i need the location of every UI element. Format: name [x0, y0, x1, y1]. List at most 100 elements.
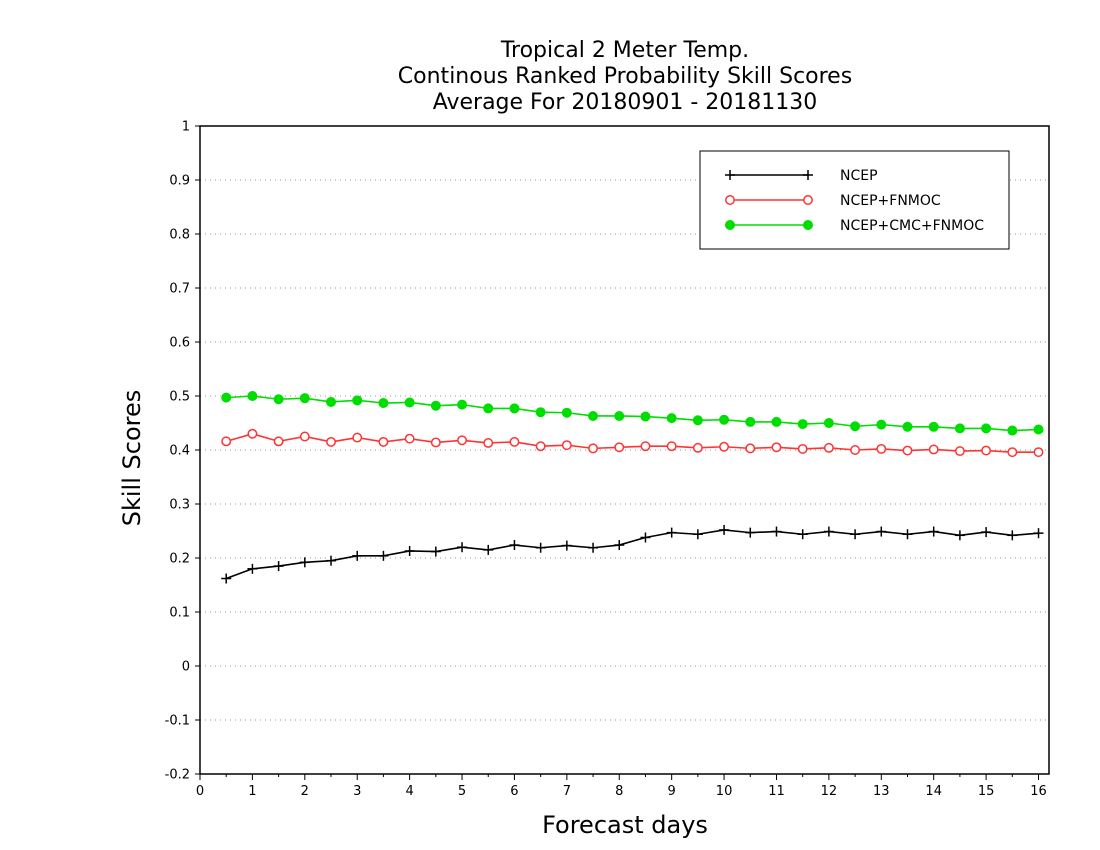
x-tick-label: 15: [978, 784, 995, 799]
data-point: [666, 413, 677, 424]
x-axis-ticks: 0 1 2 3 4 5 6 7 8 9 10 11 12 13 14 15 16: [196, 774, 1047, 799]
y-tick-label: 1: [182, 120, 190, 135]
data-point: [614, 442, 625, 453]
legend-entry: NCEP+CMC+FNMOC: [725, 218, 984, 234]
data-point: [902, 445, 913, 456]
data-point: [221, 392, 232, 403]
data-point: [666, 441, 677, 452]
data-point: [561, 540, 572, 551]
data-point: [981, 423, 992, 434]
data-point: [430, 400, 441, 411]
x-axis-label: Forecast days: [542, 811, 708, 839]
data-point: [614, 410, 625, 421]
chart-title-line-3: Average For 20180901 - 20181130: [433, 90, 818, 115]
data-point: [561, 407, 572, 418]
data-point: [247, 428, 258, 439]
data-point: [483, 544, 494, 555]
y-tick-label: 0.3: [169, 498, 190, 513]
data-point: [1007, 447, 1018, 458]
data-point: [797, 419, 808, 430]
chart-title-line-2: Continous Ranked Probability Skill Score…: [398, 64, 852, 89]
data-point: [876, 419, 887, 430]
y-tick-label: 0.5: [169, 390, 190, 405]
data-point: [640, 411, 651, 422]
data-point: [745, 443, 756, 454]
x-tick-label: 10: [716, 784, 733, 799]
x-tick-label: 11: [768, 784, 785, 799]
data-point: [404, 545, 415, 556]
data-point: [588, 443, 599, 454]
legend-marker-end: [803, 170, 813, 180]
series-group: [221, 391, 1044, 584]
data-point: [797, 443, 808, 454]
data-point: [745, 527, 756, 538]
data-point: [352, 550, 363, 561]
y-tick-label: -0.1: [165, 714, 190, 729]
x-tick-label: 7: [563, 784, 571, 799]
data-point: [666, 527, 677, 538]
data-point: [692, 415, 703, 426]
data-point: [509, 540, 520, 551]
x-tick-label: 9: [668, 784, 676, 799]
data-point: [771, 416, 782, 427]
legend-label: NCEP+FNMOC: [840, 193, 941, 209]
y-tick-label: 0.2: [169, 552, 190, 567]
data-point: [273, 394, 284, 405]
x-tick-label: 1: [248, 784, 256, 799]
data-point: [378, 398, 389, 409]
legend-entries: NCEP NCEP+FNMOC NCEP+CMC+FNMOC: [725, 168, 984, 234]
data-point: [509, 403, 520, 414]
y-tick-label: 0.6: [169, 336, 190, 351]
data-point: [981, 527, 992, 538]
data-point: [771, 442, 782, 453]
data-point: [299, 393, 310, 404]
data-point: [561, 440, 572, 451]
data-point: [247, 391, 258, 401]
y-tick-label: -0.2: [165, 768, 190, 783]
x-tick-label: 8: [615, 784, 623, 799]
data-point: [326, 436, 336, 447]
data-point: [823, 526, 834, 537]
series-0: [221, 524, 1044, 584]
x-tick-label: 13: [873, 784, 890, 799]
data-point: [928, 444, 939, 455]
x-tick-label: 16: [1030, 784, 1047, 799]
legend-marker-end: [803, 195, 813, 205]
chart-title-line-1: Tropical 2 Meter Temp.: [500, 38, 749, 63]
x-tick-label: 4: [405, 784, 413, 799]
legend-entry: NCEP+FNMOC: [725, 193, 941, 209]
data-point: [928, 526, 939, 537]
data-point: [981, 445, 992, 456]
data-point: [588, 410, 599, 421]
x-tick-label: 0: [196, 784, 204, 799]
data-point: [692, 529, 703, 540]
data-point: [483, 403, 494, 414]
x-tick-label: 14: [925, 784, 942, 799]
series-2: [221, 391, 1044, 436]
data-point: [954, 423, 965, 434]
data-point: [1033, 528, 1044, 539]
data-point: [719, 524, 730, 535]
data-point: [719, 414, 730, 425]
y-tick-label: 0.4: [169, 444, 190, 459]
data-point: [457, 542, 468, 553]
data-point: [404, 433, 415, 444]
data-point: [771, 526, 782, 537]
data-point: [719, 441, 730, 452]
legend-entry: NCEP: [725, 168, 878, 184]
legend: NCEP NCEP+FNMOC NCEP+CMC+FNMOC: [699, 150, 1010, 250]
series-1: [221, 428, 1044, 458]
data-point: [692, 442, 703, 453]
data-point: [326, 396, 337, 407]
data-point: [954, 446, 965, 457]
x-tick-label: 6: [510, 784, 518, 799]
data-point: [483, 438, 494, 448]
data-point: [614, 540, 625, 551]
data-point: [326, 555, 337, 566]
y-tick-label: 0: [182, 660, 190, 675]
x-tick-label: 12: [821, 784, 838, 799]
data-point: [378, 550, 389, 561]
data-point: [535, 542, 546, 553]
legend-marker-start: [725, 220, 735, 230]
